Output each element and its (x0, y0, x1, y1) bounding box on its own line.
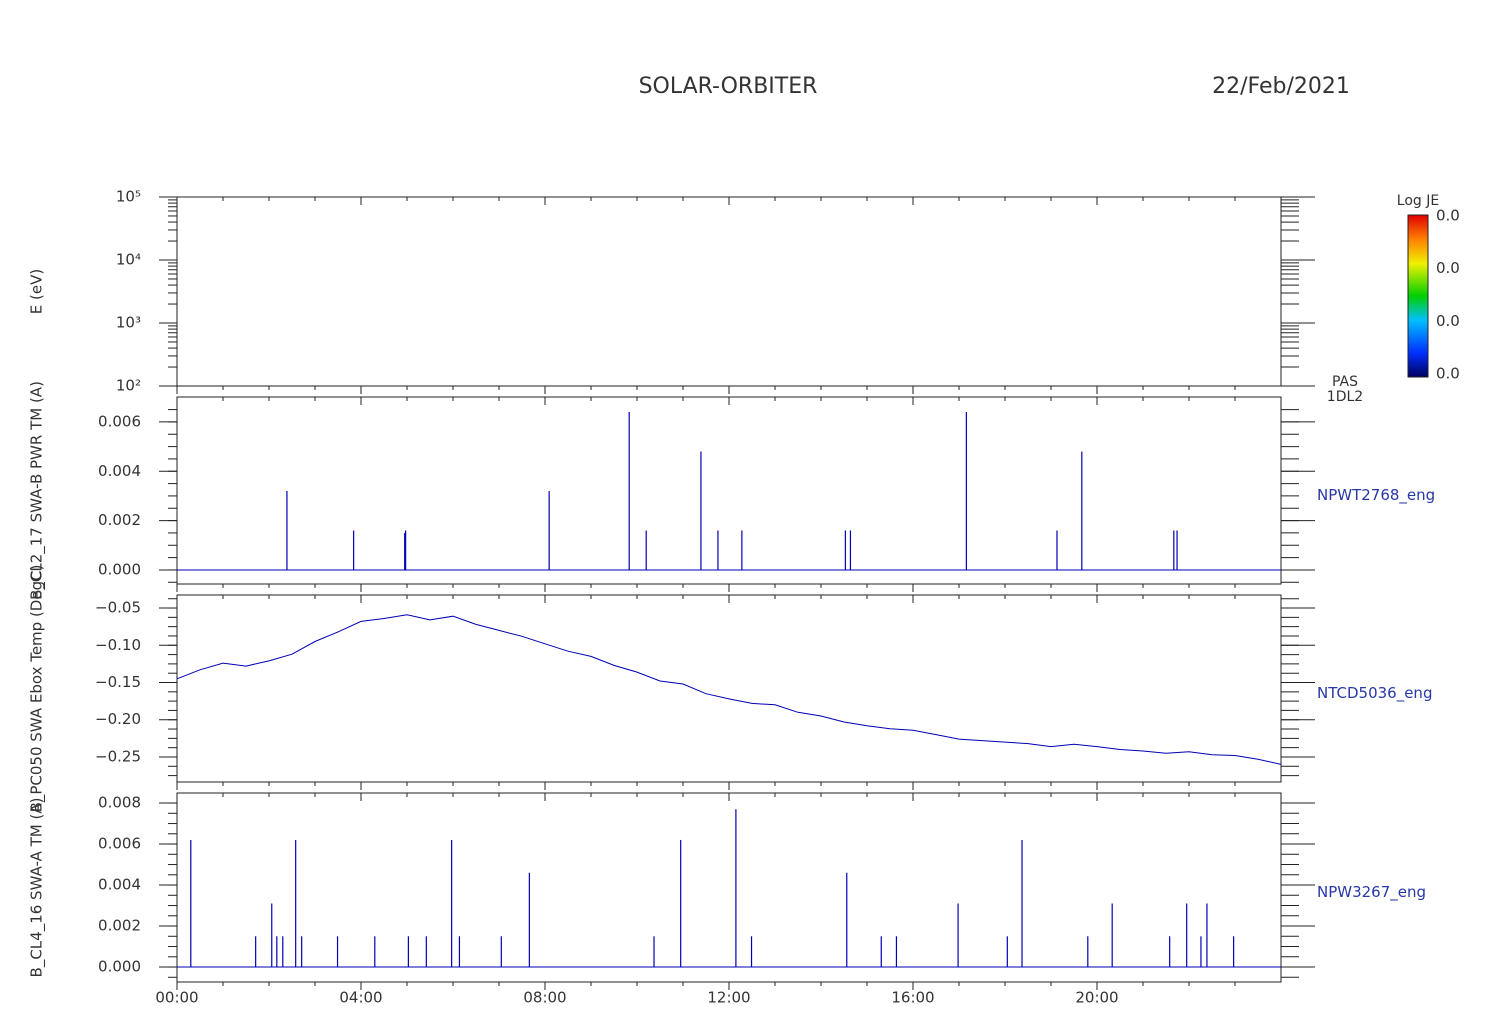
series-name: NPW3267_eng (1317, 883, 1426, 902)
y-tick-label: −0.05 (95, 599, 141, 617)
panel-frame (176, 594, 1282, 783)
panel-frame (176, 792, 1282, 983)
date: 22/Feb/2021 (1212, 74, 1350, 99)
x-tick-label: 16:00 (891, 989, 934, 1007)
panel-frame (176, 396, 1282, 585)
series-line (176, 614, 1282, 765)
x-tick-label: 00:00 (155, 989, 198, 1007)
y-tick-label: 0.008 (98, 794, 141, 812)
colorbar-label: 0.0 (1436, 207, 1460, 225)
series-name: NPWT2768_eng (1317, 486, 1435, 505)
y-axis-label: B_PC050 SWA Ebox Temp (DegC) (28, 565, 47, 813)
y-tick-label: 0.000 (98, 958, 141, 976)
y-tick-label: −0.15 (95, 673, 141, 691)
colorbar-label: 0.0 (1436, 259, 1460, 277)
y-tick-label: −0.25 (95, 747, 141, 765)
instrument-label: 1DL2 (1327, 389, 1363, 405)
x-tick-label: 12:00 (707, 989, 750, 1007)
y-axis-label: E (eV) (28, 269, 46, 314)
y-tick-label: 10⁴ (116, 251, 141, 269)
y-tick-label: 10² (116, 377, 141, 395)
y-tick-label: −0.10 (95, 636, 141, 654)
y-tick-label: 0.004 (98, 462, 141, 480)
y-tick-label: 0.006 (98, 412, 141, 430)
y-tick-label: 0.004 (98, 876, 141, 894)
colorbar-label: 0.0 (1436, 312, 1460, 330)
x-tick-label: 08:00 (523, 989, 566, 1007)
y-tick-label: 0.002 (98, 917, 141, 935)
y-axis-label: B_CL2_17 SWA-B PWR TM (A) (28, 381, 47, 600)
y-tick-label: 10³ (116, 314, 141, 332)
series-name: NTCD5036_eng (1317, 684, 1432, 703)
colorbar (1407, 214, 1429, 378)
x-tick-label: 04:00 (339, 989, 382, 1007)
x-tick-label: 20:00 (1075, 989, 1118, 1007)
y-tick-label: 10⁵ (116, 188, 141, 206)
y-tick-label: 0.002 (98, 511, 141, 529)
y-tick-label: 0.006 (98, 835, 141, 853)
title: SOLAR-ORBITER (639, 74, 818, 99)
panel-frame (176, 196, 1282, 387)
y-axis-label: B_CL4_16 SWA-A TM (A) (28, 798, 47, 978)
colorbar-label: 0.0 (1436, 365, 1460, 383)
y-tick-label: −0.20 (95, 710, 141, 728)
colorbar-title: Log JE (1397, 193, 1439, 209)
y-tick-label: 0.000 (98, 560, 141, 578)
instrument-label: PAS (1332, 374, 1358, 390)
